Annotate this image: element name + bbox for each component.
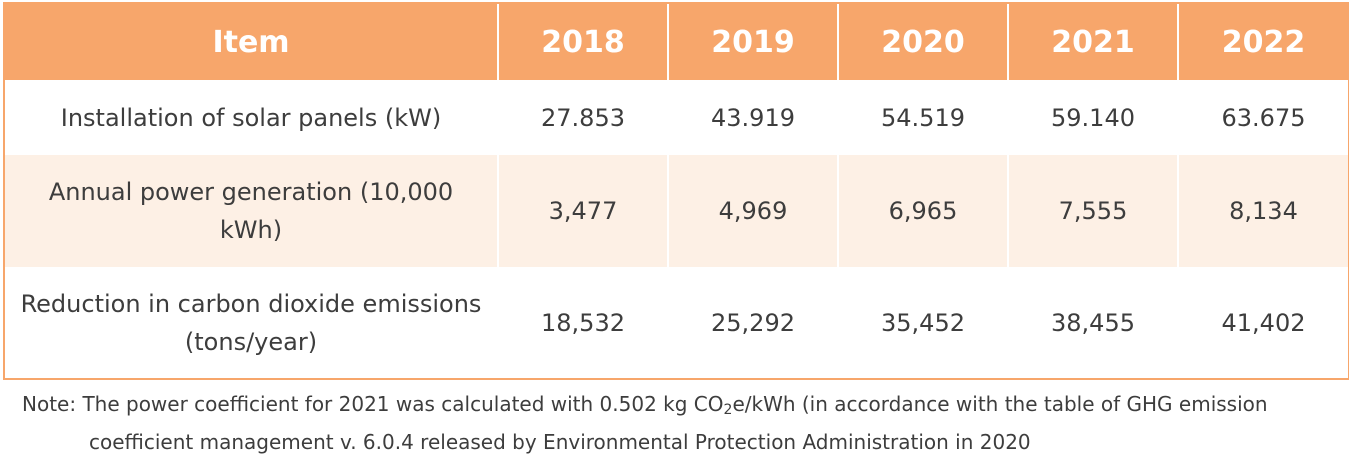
header-year-2021: 2021: [1007, 4, 1178, 80]
table-cell: 41,402: [1177, 267, 1348, 378]
header-year-2019: 2019: [667, 4, 838, 80]
header-year-2022: 2022: [1177, 4, 1348, 80]
row-label: Installation of solar panels (kW): [5, 80, 498, 155]
header-item: Item: [5, 4, 498, 80]
table-row: Installation of solar panels (kW) 27.853…: [5, 80, 1348, 155]
table-cell: 3,477: [497, 155, 668, 267]
table-cell: 6,965: [837, 155, 1008, 267]
table-cell: 18,532: [497, 267, 668, 378]
note-subscript: 2: [723, 402, 733, 418]
table-cell: 35,452: [837, 267, 1008, 378]
table-cell: 59.140: [1007, 80, 1178, 155]
table-cell: 7,555: [1007, 155, 1178, 267]
solar-data-table: Item 2018 2019 2020 2021 2022 Installati…: [5, 4, 1348, 378]
table-cell: 54.519: [837, 80, 1008, 155]
table-row: Annual power generation (10,000 kWh) 3,4…: [5, 155, 1348, 267]
table-cell: 8,134: [1177, 155, 1348, 267]
row-label: Annual power generation (10,000 kWh): [5, 155, 498, 267]
note-line-1: Note: The power coefficient for 2021 was…: [22, 388, 1347, 426]
note-text-before-subscript: Note: The power coefficient for 2021 was…: [22, 392, 724, 416]
table-cell: 43.919: [667, 80, 838, 155]
table-note: Note: The power coefficient for 2021 was…: [22, 388, 1347, 458]
note-line-2: coefficient management v. 6.0.4 released…: [89, 430, 1031, 454]
row-label: Reduction in carbon dioxide emissions (t…: [5, 267, 498, 378]
table-cell: 25,292: [667, 267, 838, 378]
table-cell: 38,455: [1007, 267, 1178, 378]
table-cell: 4,969: [667, 155, 838, 267]
note-text-after-subscript: e/kWh (in accordance with the table of G…: [732, 392, 1268, 416]
header-year-2020: 2020: [837, 4, 1008, 80]
table-cell: 63.675: [1177, 80, 1348, 155]
header-year-2018: 2018: [497, 4, 668, 80]
table-header-row: Item 2018 2019 2020 2021 2022: [5, 4, 1348, 80]
table-row: Reduction in carbon dioxide emissions (t…: [5, 267, 1348, 378]
table-cell: 27.853: [497, 80, 668, 155]
solar-data-table-frame: Item 2018 2019 2020 2021 2022 Installati…: [3, 2, 1349, 380]
